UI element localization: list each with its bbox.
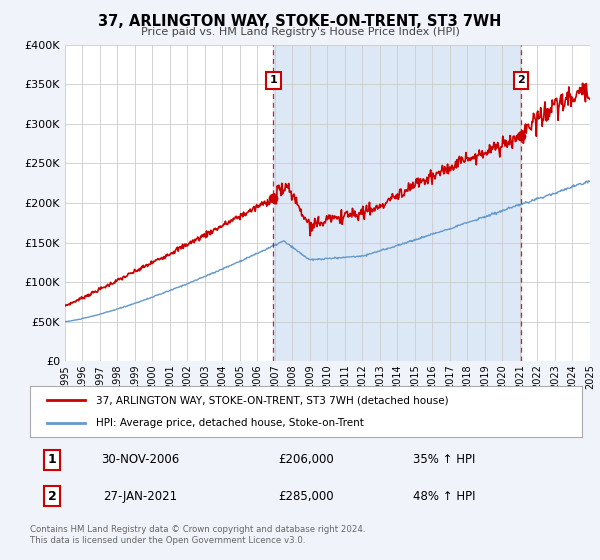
Text: 48% ↑ HPI: 48% ↑ HPI: [413, 489, 475, 503]
Text: 30-NOV-2006: 30-NOV-2006: [101, 453, 179, 466]
Text: 37, ARLINGTON WAY, STOKE-ON-TRENT, ST3 7WH (detached house): 37, ARLINGTON WAY, STOKE-ON-TRENT, ST3 7…: [96, 395, 449, 405]
Text: 1: 1: [269, 76, 277, 85]
Text: 2: 2: [517, 76, 525, 85]
Text: Price paid vs. HM Land Registry's House Price Index (HPI): Price paid vs. HM Land Registry's House …: [140, 27, 460, 37]
Text: 37, ARLINGTON WAY, STOKE-ON-TRENT, ST3 7WH: 37, ARLINGTON WAY, STOKE-ON-TRENT, ST3 7…: [98, 14, 502, 29]
Text: HPI: Average price, detached house, Stoke-on-Trent: HPI: Average price, detached house, Stok…: [96, 418, 364, 428]
Text: 1: 1: [48, 453, 56, 466]
Text: £285,000: £285,000: [278, 489, 334, 503]
Bar: [274, 45, 521, 361]
Text: £206,000: £206,000: [278, 453, 334, 466]
Text: 35% ↑ HPI: 35% ↑ HPI: [413, 453, 475, 466]
Text: Contains HM Land Registry data © Crown copyright and database right 2024.
This d: Contains HM Land Registry data © Crown c…: [30, 525, 365, 545]
Text: 2: 2: [48, 489, 56, 503]
Text: 27-JAN-2021: 27-JAN-2021: [103, 489, 178, 503]
